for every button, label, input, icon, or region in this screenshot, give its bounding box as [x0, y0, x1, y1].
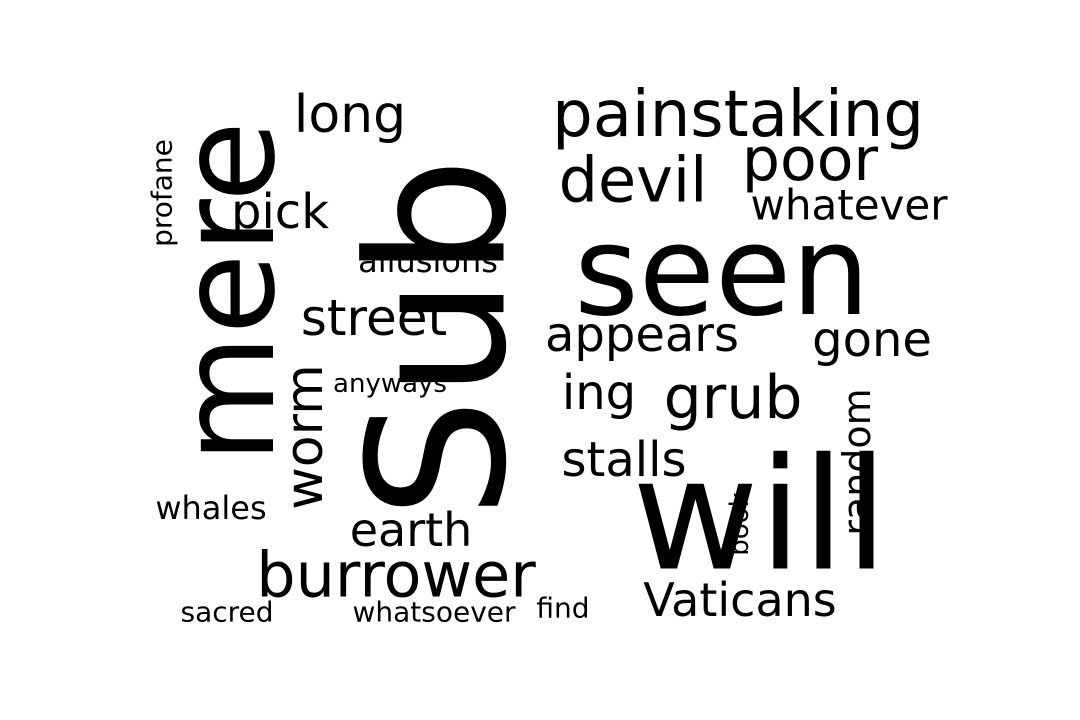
word-street: street	[301, 289, 447, 347]
word-vaticans: Vaticans	[643, 573, 837, 627]
word-long: long	[294, 85, 406, 145]
word-sub: Sub	[328, 157, 549, 519]
word-random: random	[835, 388, 879, 535]
word-whatever: whatever	[751, 181, 949, 230]
word-ing: ing	[562, 365, 636, 421]
word-stalls: stalls	[562, 432, 687, 488]
word-devil: devil	[559, 144, 708, 217]
word-sacred: sacred	[180, 596, 273, 629]
word-appears: appears	[545, 307, 739, 363]
word-painstaking: painstaking	[552, 78, 924, 152]
word-worm: worm	[275, 364, 335, 509]
word-whales: whales	[155, 489, 266, 527]
word-pick: pick	[231, 184, 329, 240]
word-find: find	[536, 592, 589, 625]
word-mere: mere	[151, 121, 305, 463]
word-burrower: burrower	[256, 539, 536, 612]
word-profane: profane	[146, 139, 179, 247]
word-will: will	[632, 425, 888, 606]
word-grub: grub	[664, 363, 803, 433]
word-seen: seen	[574, 200, 870, 344]
word-book: book	[725, 492, 755, 555]
word-anyways: anyways	[333, 369, 447, 399]
word-allusions: allusions	[358, 242, 498, 280]
word-whatsoever: whatsoever	[352, 596, 516, 629]
word-poor: poor	[742, 125, 879, 195]
word-earth: earth	[350, 503, 473, 557]
word-gone: gone	[812, 312, 932, 368]
